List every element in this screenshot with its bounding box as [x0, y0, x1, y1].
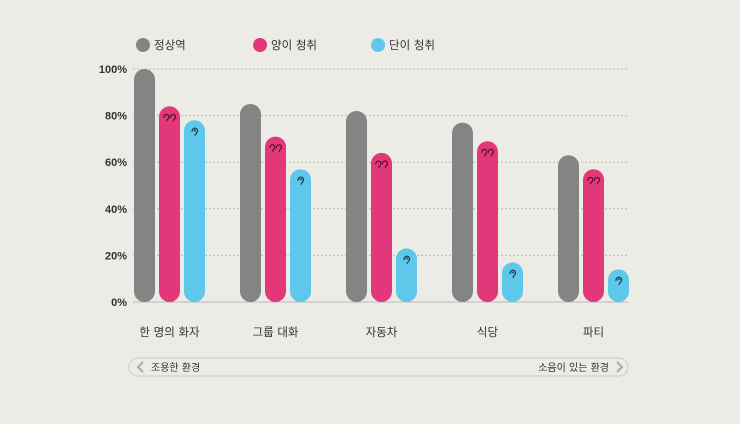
y-tick-label: 20%	[105, 250, 127, 262]
range-bar	[128, 357, 629, 377]
legend-swatch-정상역	[136, 38, 150, 52]
bar-정상역-자동차	[346, 110, 367, 302]
series-단이-청취	[184, 120, 629, 302]
double-ear-icon	[375, 160, 388, 168]
legend-swatch-단이-청취	[371, 38, 385, 52]
bar-정상역-식당	[452, 122, 473, 302]
series-양이-청취	[159, 106, 604, 302]
bar-양이-청취-파티	[583, 169, 604, 302]
y-tick-label: 40%	[105, 204, 127, 216]
y-tick-label: 60%	[105, 157, 127, 169]
ear-icon	[403, 255, 411, 264]
category-label: 그룹 대화	[253, 325, 299, 339]
bar-단이-청취-자동차	[396, 248, 417, 302]
category-label: 식당	[477, 325, 499, 339]
bars	[134, 69, 629, 302]
category-label: 파티	[583, 325, 604, 339]
ear-icon	[509, 269, 517, 278]
bar-양이-청취-한-명의-화자	[159, 106, 180, 302]
ear-icon	[615, 276, 623, 285]
bar-단이-청취-파티	[608, 269, 629, 302]
legend-label: 정상역	[154, 38, 186, 52]
chevron-right-icon	[616, 361, 624, 373]
legend-swatch-양이-청취	[253, 38, 267, 52]
ear-icon	[297, 176, 305, 185]
bar-정상역-파티	[558, 155, 579, 302]
y-tick-label: 0%	[111, 297, 127, 309]
bar-정상역-한-명의-화자	[134, 69, 155, 302]
legend-label: 단이 청취	[389, 38, 435, 52]
double-ear-icon	[587, 176, 600, 185]
ear-icon	[191, 127, 199, 136]
range-left-label: 조용한 환경	[151, 361, 200, 374]
legend: 정상역 양이 청취 단이 청취	[136, 38, 435, 52]
chevron-left-icon	[136, 361, 144, 373]
range-right-label: 소음이 있는 환경	[538, 361, 609, 374]
legend-label: 양이 청취	[271, 38, 317, 52]
y-tick-label: 100%	[99, 64, 127, 76]
category-label: 한 명의 화자	[139, 325, 200, 339]
series-정상역	[134, 69, 579, 302]
bar-양이-청취-자동차	[371, 152, 392, 302]
double-ear-icon	[163, 113, 176, 122]
y-tick-label: 80%	[105, 111, 127, 123]
category-labels: 한 명의 화자 그룹 대화 자동차 식당 파티	[139, 325, 604, 339]
y-axis-ticks: 0% 20% 40% 60% 80% 100%	[99, 64, 127, 309]
gridlines	[133, 68, 628, 303]
bar-정상역-그룹-대화	[240, 103, 261, 302]
bar-양이-청취-식당	[477, 141, 498, 302]
double-ear-icon	[481, 148, 494, 157]
bar-양이-청취-그룹-대화	[265, 136, 286, 302]
category-label: 자동차	[366, 325, 398, 339]
double-ear-icon	[269, 144, 282, 152]
bar-단이-청취-그룹-대화	[290, 169, 311, 302]
bar-단이-청취-식당	[502, 262, 523, 302]
bar-단이-청취-한-명의-화자	[184, 120, 205, 302]
noise-range-indicator: 조용한 환경 소음이 있는 환경	[128, 357, 629, 377]
